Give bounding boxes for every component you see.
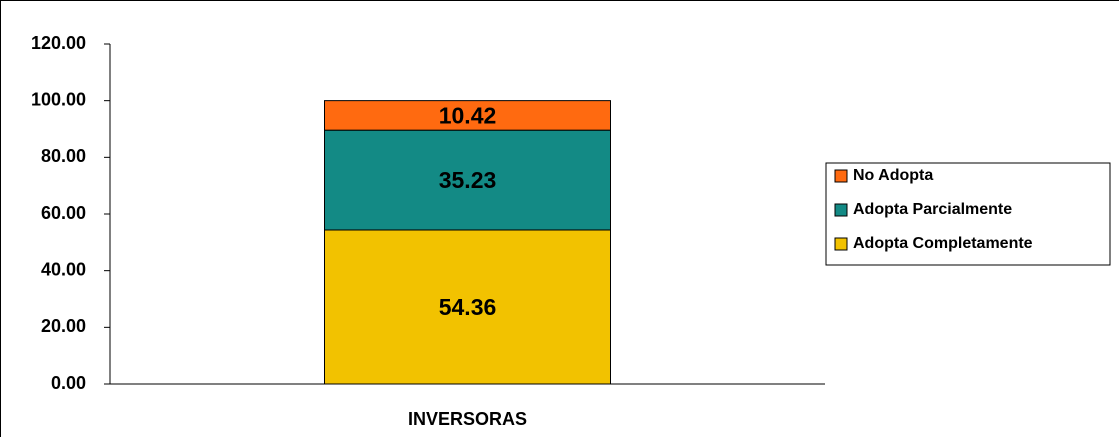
y-tick-label: 80.00 (41, 146, 86, 166)
y-tick-label: 60.00 (41, 203, 86, 223)
legend-label: Adopta Completamente (853, 235, 1033, 252)
y-tick-label: 20.00 (41, 316, 86, 336)
legend-swatch (834, 169, 848, 183)
bar-segment (324, 229, 611, 385)
legend-label: No Adopta (853, 167, 933, 184)
data-label: 35.23 (439, 167, 497, 193)
data-label: 54.36 (439, 294, 497, 320)
y-tick-label: 100.00 (31, 89, 86, 109)
x-tick-label: INVERSORAS (408, 409, 527, 429)
y-tick-label: 40.00 (41, 259, 86, 279)
y-tick-label: 120.00 (31, 33, 86, 53)
y-tick-label: 0.00 (51, 373, 86, 393)
legend-label: Adopta Parcialmente (853, 201, 1012, 218)
bar-segment (324, 100, 611, 131)
legend-swatch (834, 237, 848, 251)
legend (825, 162, 1111, 266)
bar-segment (324, 129, 611, 231)
legend-swatch (834, 203, 848, 217)
data-label: 10.42 (439, 102, 497, 128)
